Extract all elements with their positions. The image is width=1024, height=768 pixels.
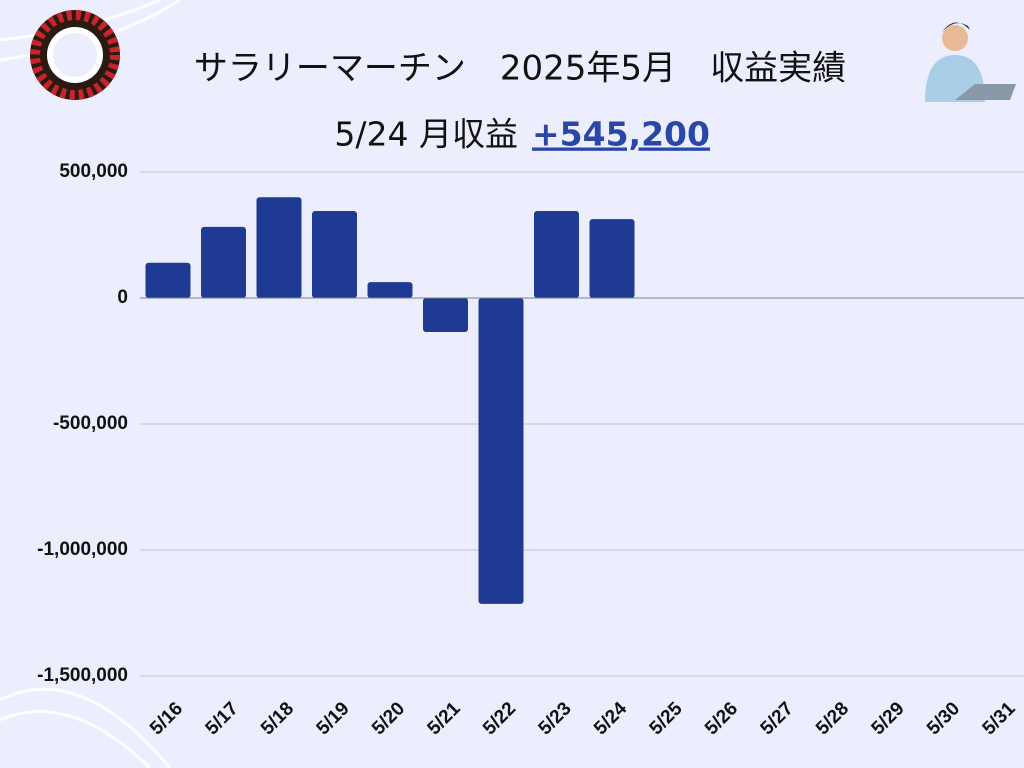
bar [478,298,524,604]
bar [423,298,468,333]
y-tick-label: -1,500,000 [37,665,128,686]
bar [589,219,635,298]
bar [312,211,357,298]
bar [256,197,302,298]
bar [201,226,246,298]
y-tick-label: -1,000,000 [37,539,128,560]
person-icon [925,22,1016,102]
total-label: +545,200 [532,115,710,154]
y-tick-label: 500,000 [59,161,128,182]
bar [367,282,413,298]
roulette-icon [30,10,120,100]
bar [534,211,579,298]
chart-subtitle: 5/24 月収益 [334,115,518,154]
y-tick-label: 0 [117,287,128,308]
bar [145,262,191,298]
y-tick-label: -500,000 [53,413,128,434]
chart-title: サラリーマーチン 2025年5月 収益実績 [194,49,846,89]
